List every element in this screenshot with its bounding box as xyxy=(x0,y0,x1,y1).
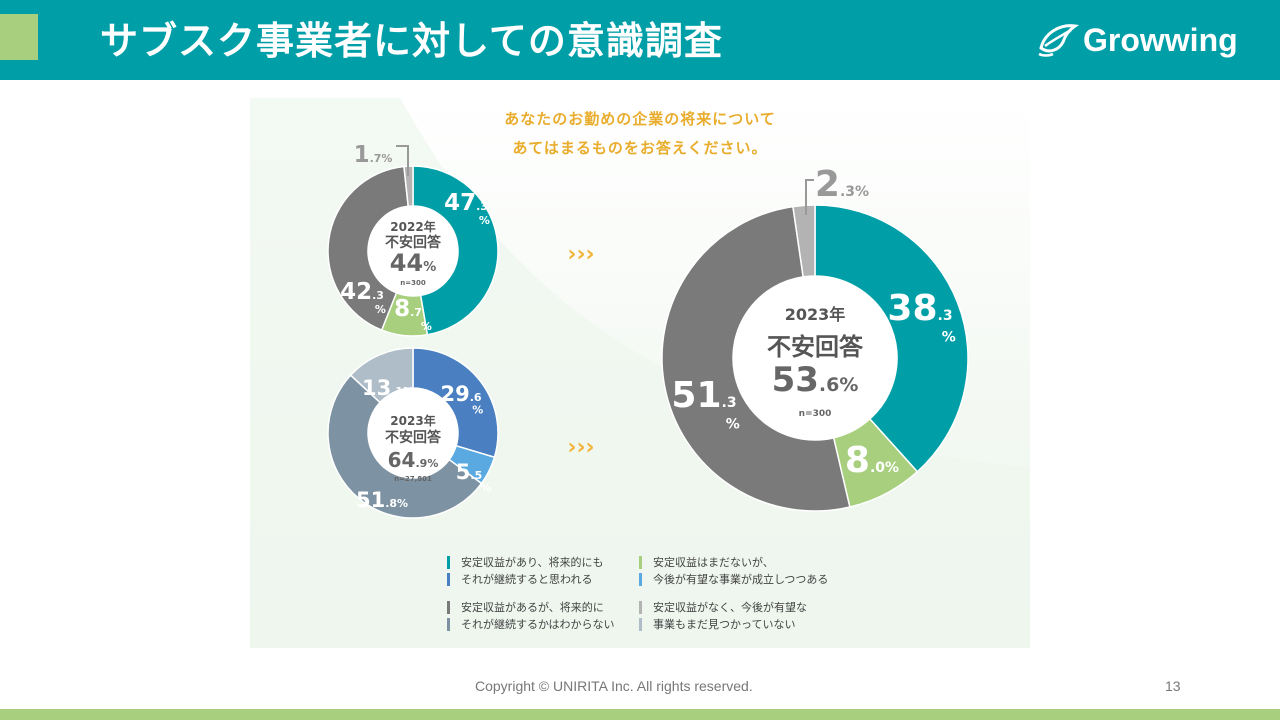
header-accent-square xyxy=(0,14,38,60)
center-percent-label: 64.9% xyxy=(388,448,439,472)
data-label-teal: 47.3% xyxy=(444,190,490,227)
legend-item-3: 安定収益があるが、将来的に それが継続するかはわからない xyxy=(447,599,627,635)
legend-swatch xyxy=(447,601,450,614)
data-label-slategray: 51.8% xyxy=(356,488,408,512)
center-title-label: 不安回答 xyxy=(385,234,442,251)
question-line-2: あてはまるものをお答えください。 xyxy=(512,139,768,157)
center-year-label: 2023年 xyxy=(785,305,846,324)
copyright-text: Copyright © UNIRITA Inc. All rights rese… xyxy=(475,678,753,694)
donut-center xyxy=(733,276,897,440)
legend-item-4: 安定収益がなく、今後が有望な 事業もまだ見つかっていない xyxy=(639,599,859,635)
legend-label: それが継続するかはわからない xyxy=(461,618,615,631)
leaf-logo-icon xyxy=(1038,24,1079,57)
data-label-paleslate: 13.1% xyxy=(362,376,414,400)
data-label-darkgray: 42.3% xyxy=(340,279,386,316)
center-year-label: 2023年 xyxy=(390,413,435,428)
data-label-darkgray: 51.3% xyxy=(671,375,739,433)
data-label-teal: 38.3% xyxy=(887,288,955,346)
center-percent-label: 44% xyxy=(390,249,436,277)
data-label-lightgray: 1.7% xyxy=(354,142,393,168)
data-label-lightgray: 2.3% xyxy=(815,164,869,205)
center-n-label: n=27,801 xyxy=(394,475,432,483)
page-number: 13 xyxy=(1165,678,1181,694)
legend-label: 安定収益がなく、今後が有望な xyxy=(653,601,807,614)
logo-text: Growwing xyxy=(1083,21,1238,58)
legend-label: 安定収益はまだないが、 xyxy=(653,556,774,569)
footer-bar xyxy=(0,709,1280,720)
arrow-chevrons-icon: ››› xyxy=(567,242,594,267)
legend-label: 今後が有望な事業が成立しつつある xyxy=(653,573,829,586)
page-title: サブスク事業者に対しての意識調査 xyxy=(100,19,723,63)
leader-line xyxy=(805,179,814,215)
center-title-label: 不安回答 xyxy=(385,429,442,446)
legend-swatch xyxy=(639,573,642,586)
data-label-green: 8.7% xyxy=(394,296,432,333)
growwing-logo: Growwing xyxy=(1035,18,1238,62)
legend-swatch xyxy=(447,556,450,569)
data-label-lightblue: 5.5% xyxy=(456,460,492,495)
legend-label: 安定収益があるが、将来的に xyxy=(461,601,604,614)
legend-swatch xyxy=(447,618,450,631)
center-year-label: 2022年 xyxy=(390,219,435,234)
legend-label: それが継続すると思われる xyxy=(461,573,593,586)
donut-center xyxy=(368,388,458,478)
data-label-green: 8.0% xyxy=(845,440,899,481)
leader-line xyxy=(396,145,409,176)
legend-label: 事業もまだ見つかっていない xyxy=(653,618,796,631)
center-title-label: 不安回答 xyxy=(767,333,864,361)
center-n-label: n=300 xyxy=(400,279,426,287)
legend-swatch xyxy=(639,618,642,631)
legend-swatch xyxy=(639,601,642,614)
center-percent-label: 53.6% xyxy=(772,360,859,400)
legend-swatch xyxy=(639,556,642,569)
legend-swatch xyxy=(447,573,450,586)
legend-item-2: 安定収益はまだないが、 今後が有望な事業が成立しつつある xyxy=(639,554,859,590)
legend-label: 安定収益があり、将来的にも xyxy=(461,556,604,569)
header-bar: サブスク事業者に対しての意識調査 Growwing xyxy=(0,0,1280,80)
question-line-1: あなたのお勤めの企業の将来について xyxy=(504,110,776,128)
arrow-chevrons-icon: ››› xyxy=(567,435,594,460)
legend-item-1: 安定収益があり、将来的にも それが継続すると思われる xyxy=(447,554,627,590)
data-label-blue: 29.6% xyxy=(440,382,483,417)
center-n-label: n=300 xyxy=(799,409,832,419)
donut-center xyxy=(368,206,458,296)
